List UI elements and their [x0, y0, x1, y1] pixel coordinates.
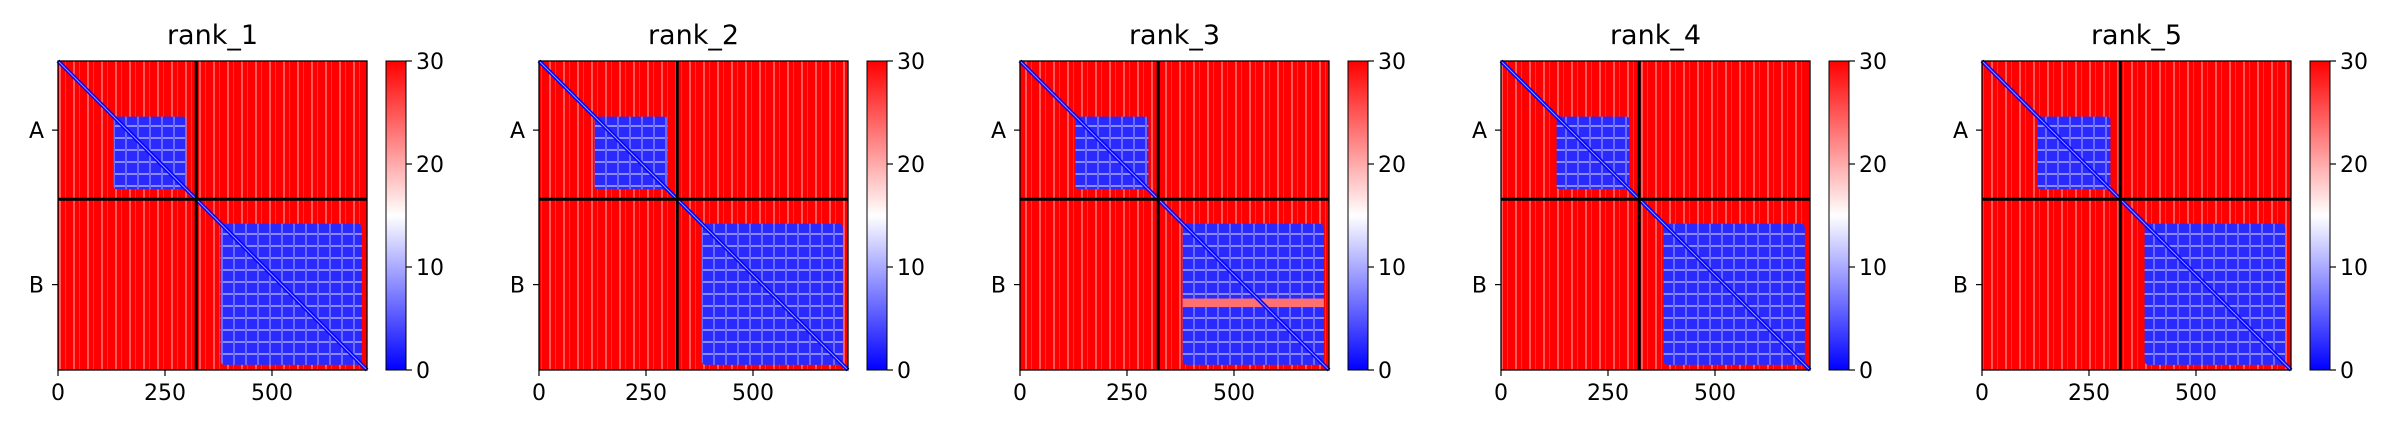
x-tick-label: 0 — [532, 381, 546, 406]
colorbar-tick-label: 10 — [897, 256, 925, 281]
x-tick-label: 0 — [51, 381, 65, 406]
colorbar-tick-label: 0 — [416, 359, 430, 384]
diagonal-highlight — [57, 60, 368, 371]
x-tick-label: 250 — [625, 381, 667, 406]
y-tick-label-B: B — [510, 274, 525, 299]
colorbar — [1348, 61, 1368, 370]
colorbar-tick-label: 0 — [2340, 359, 2354, 384]
colorbar-frame — [385, 60, 407, 371]
y-tick-label-B: B — [29, 274, 44, 299]
colorbar — [386, 61, 406, 370]
x-tick-label: 500 — [2175, 381, 2217, 406]
x-tick-label: 500 — [732, 381, 774, 406]
pae-panel-2: rank_2 A B 0 250 500 0 10 20 30 — [510, 20, 925, 406]
y-tick-label-B: B — [991, 274, 1006, 299]
x-tick-label: 250 — [2068, 381, 2110, 406]
colorbar-tick-label: 20 — [897, 153, 925, 178]
pae-panel-5: rank_5 A B 0 250 500 0 10 20 30 — [1953, 20, 2368, 406]
colorbar-tick-label: 10 — [1378, 256, 1406, 281]
x-tick-label: 500 — [1694, 381, 1736, 406]
x-tick-label: 250 — [144, 381, 186, 406]
y-tick-label-A: A — [1953, 119, 1968, 144]
colorbar-frame — [866, 60, 888, 371]
x-tick-label: 250 — [1106, 381, 1148, 406]
colorbar-tick-label: 0 — [897, 359, 911, 384]
colorbar-tick-label: 10 — [2340, 256, 2368, 281]
colorbar-tick-label: 0 — [1378, 359, 1392, 384]
colorbar-tick-label: 10 — [1859, 256, 1887, 281]
domain-b-gap-row — [1182, 298, 1324, 308]
colorbar-frame — [2309, 60, 2331, 371]
diagonal-highlight — [1019, 60, 1330, 371]
y-tick-label-B: B — [1953, 274, 1968, 299]
x-tick-label: 0 — [1975, 381, 1989, 406]
panel-title: rank_1 — [167, 20, 258, 51]
y-tick-label-B: B — [1472, 274, 1487, 299]
colorbar-tick-label: 10 — [416, 256, 444, 281]
colorbar-tick-label: 0 — [1859, 359, 1873, 384]
colorbar-tick-label: 30 — [2340, 50, 2368, 75]
plot-frame — [1500, 60, 1811, 371]
colorbar-tick-label: 20 — [2340, 153, 2368, 178]
x-tick-label: 250 — [1587, 381, 1629, 406]
plot-frame — [1019, 60, 1330, 371]
panel-title: rank_2 — [648, 20, 739, 51]
colorbar-tick-label: 30 — [416, 50, 444, 75]
diagonal-highlight — [538, 60, 849, 371]
colorbar-frame — [1828, 60, 1850, 371]
panel-title: rank_3 — [1129, 20, 1220, 51]
plot-frame — [538, 60, 849, 371]
diagonal-highlight — [1981, 60, 2292, 371]
colorbar — [867, 61, 887, 370]
colorbar-tick-label: 30 — [1859, 50, 1887, 75]
panel-title: rank_4 — [1610, 20, 1701, 51]
colorbar — [2310, 61, 2330, 370]
x-tick-label: 500 — [1213, 381, 1255, 406]
x-tick-label: 0 — [1494, 381, 1508, 406]
colorbar-tick-label: 30 — [1378, 50, 1406, 75]
panel-title: rank_5 — [2091, 20, 2182, 51]
colorbar-frame — [1347, 60, 1369, 371]
y-tick-label-A: A — [1472, 119, 1487, 144]
diagonal-highlight — [1500, 60, 1811, 371]
y-tick-label-A: A — [29, 119, 44, 144]
y-tick-label-A: A — [510, 119, 525, 144]
pae-panel-3: rank_3 A B 0 250 500 0 10 20 30 — [991, 20, 1406, 406]
colorbar-tick-label: 20 — [416, 153, 444, 178]
pae-panel-4: rank_4 A B 0 250 500 0 10 20 30 — [1472, 20, 1887, 406]
y-tick-label-A: A — [991, 119, 1006, 144]
colorbar — [1829, 61, 1849, 370]
plot-frame — [57, 60, 368, 371]
colorbar-tick-label: 20 — [1859, 153, 1887, 178]
plot-frame — [1981, 60, 2292, 371]
colorbar-tick-label: 30 — [897, 50, 925, 75]
x-tick-label: 0 — [1013, 381, 1027, 406]
pae-panel-1: rank_1 A B 0 250 500 0 10 20 30 — [29, 20, 444, 406]
colorbar-tick-label: 20 — [1378, 153, 1406, 178]
x-tick-label: 500 — [251, 381, 293, 406]
